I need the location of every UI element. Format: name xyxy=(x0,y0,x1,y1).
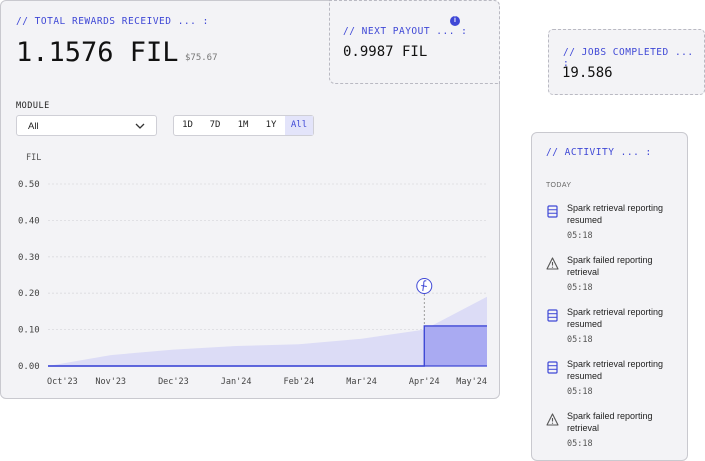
activity-item[interactable]: Spark retrieval reporting resumed 05:18 xyxy=(546,203,681,255)
activity-item-time: 05:18 xyxy=(567,231,593,241)
activity-item-title: Spark retrieval reporting resumed xyxy=(567,359,664,381)
activity-label: // ACTIVITY ... : xyxy=(546,147,652,158)
total-rewards-label: // TOTAL REWARDS RECEIVED ... : xyxy=(16,16,209,27)
activity-item-title: Spark failed reporting retrieval xyxy=(567,411,653,433)
activity-item[interactable]: Spark retrieval reporting resumed 05:18 xyxy=(546,359,681,411)
activity-card: // ACTIVITY ... : TODAY Spark retrieval … xyxy=(531,132,688,461)
activity-item-time: 05:18 xyxy=(567,387,593,397)
y-tick-label: 0.20 xyxy=(18,289,40,299)
range-button-1m[interactable]: 1M xyxy=(237,120,249,130)
total-rewards-usd: $75.67 xyxy=(185,53,218,63)
filecoin-glyph xyxy=(421,280,427,292)
module-label: MODULE xyxy=(16,101,50,111)
activity-item-time: 05:18 xyxy=(567,283,593,293)
warning-icon xyxy=(546,413,559,426)
time-range-selector: 1D 7D 1M 1Y All xyxy=(173,115,314,136)
range-button-1d[interactable]: 1D xyxy=(182,120,193,130)
jobs-completed-card: // JOBS COMPLETED ... : 19.586 xyxy=(548,29,705,95)
activity-section-today: TODAY xyxy=(546,182,572,189)
activity-item-title: Spark failed reporting retrieval xyxy=(567,255,653,277)
server-icon xyxy=(547,361,558,374)
jobs-completed-value: 19.586 xyxy=(562,65,613,81)
total-rewards-value: 1.1576 FIL xyxy=(16,37,179,68)
activity-item-time: 05:18 xyxy=(567,439,593,449)
next-payout-card: // NEXT PAYOUT ... : i 0.9987 FIL xyxy=(329,0,500,84)
range-button-1y[interactable]: 1Y xyxy=(265,120,277,130)
x-tick-label: May'24 xyxy=(456,377,487,387)
chevron-down-icon xyxy=(135,123,145,129)
x-tick-label: Feb'24 xyxy=(283,377,314,387)
module-select[interactable]: All xyxy=(16,115,157,136)
x-tick-label: Apr'24 xyxy=(409,377,440,387)
total-rewards-area xyxy=(48,296,487,366)
jobs-completed-label: // JOBS COMPLETED ... : xyxy=(563,47,694,69)
activity-item[interactable]: Spark retrieval reporting resumed 05:18 xyxy=(546,307,681,359)
activity-item-title: Spark retrieval reporting resumed xyxy=(567,307,664,329)
activity-item[interactable]: Spark failed reporting retrieval 05:18 xyxy=(546,411,681,460)
info-icon[interactable]: i xyxy=(450,16,460,26)
x-tick-label: Dec'23 xyxy=(158,377,189,387)
y-tick-label: 0.40 xyxy=(18,216,40,226)
next-payout-value: 0.9987 FIL xyxy=(343,44,428,60)
module-select-value: All xyxy=(28,121,39,132)
payout-area xyxy=(424,325,487,366)
rewards-chart: 0.50 0.40 0.30 0.20 0.10 0.00 Oct'23 Nov'23 Dec'… xyxy=(18,180,487,387)
y-tick-label: 0.50 xyxy=(18,180,40,190)
y-tick-label: 0.10 xyxy=(18,326,40,336)
warning-icon xyxy=(546,257,559,270)
activity-item-title: Spark retrieval reporting resumed xyxy=(567,203,664,225)
x-tick-label: Mar'24 xyxy=(346,377,377,387)
server-icon xyxy=(547,309,558,322)
next-payout-label: // NEXT PAYOUT ... : xyxy=(343,26,468,37)
range-button-all[interactable]: All xyxy=(285,116,313,135)
x-tick-label: Nov'23 xyxy=(95,377,126,387)
range-button-7d[interactable]: 7D xyxy=(209,120,221,130)
y-tick-label: 0.30 xyxy=(18,253,40,263)
activity-item-time: 05:18 xyxy=(567,335,593,345)
chart-y-unit: FIL xyxy=(26,153,42,163)
y-tick-label: 0.00 xyxy=(18,362,40,372)
x-tick-label: Jan'24 xyxy=(221,377,252,387)
server-icon xyxy=(547,205,558,218)
x-tick-label: Oct'23 xyxy=(47,377,78,387)
activity-item[interactable]: Spark failed reporting retrieval 05:18 xyxy=(546,255,681,307)
